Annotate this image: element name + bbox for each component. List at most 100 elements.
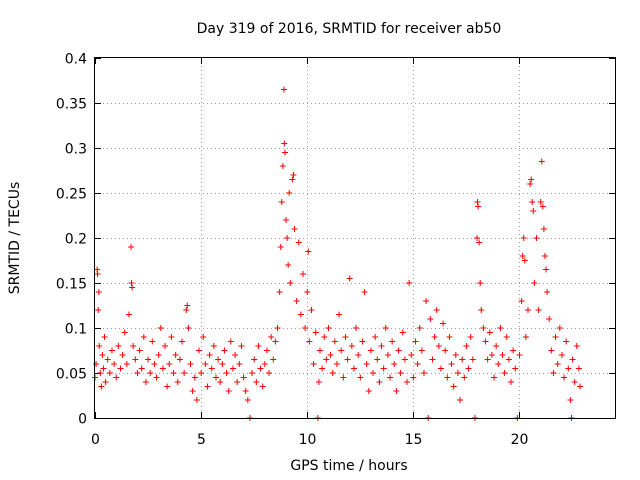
data-point [416, 325, 423, 331]
data-point [138, 365, 145, 372]
data-point [348, 343, 355, 349]
data-point [295, 239, 302, 246]
data-point [475, 203, 482, 210]
data-point [305, 248, 312, 255]
data-point [168, 334, 175, 340]
data-point [474, 199, 481, 205]
y-tick-label: 0.25 [56, 187, 87, 203]
data-point [95, 307, 102, 313]
y-tick-label: 0.4 [65, 52, 87, 68]
data-point [166, 361, 173, 367]
data-point [327, 352, 334, 358]
data-point [99, 352, 106, 358]
data-point [198, 370, 205, 376]
data-point [527, 181, 534, 187]
y-tick-label: 0.3 [65, 142, 87, 158]
data-point [469, 356, 476, 363]
data-point [519, 253, 526, 259]
data-point [259, 383, 266, 390]
data-point [108, 347, 115, 354]
data-point [365, 388, 372, 394]
data-point [346, 275, 353, 282]
data-point [576, 383, 583, 390]
data-point [573, 343, 580, 349]
data-point [283, 217, 290, 223]
data-point [115, 343, 122, 349]
data-point [544, 289, 551, 295]
data-point [97, 370, 104, 376]
data-point [274, 325, 281, 331]
data-point [193, 397, 200, 403]
data-point [204, 383, 211, 390]
data-point [240, 374, 247, 381]
data-point [488, 352, 495, 358]
y-tick-label: 0 [78, 412, 87, 428]
data-point [503, 334, 510, 340]
data-point [128, 280, 135, 286]
data-point [238, 343, 245, 349]
data-point [261, 361, 268, 367]
data-point [315, 379, 322, 385]
data-point [418, 347, 425, 354]
data-point [372, 334, 379, 340]
data-point [359, 338, 366, 345]
data-point [454, 370, 461, 376]
data-point [521, 257, 528, 264]
data-point [420, 370, 427, 376]
data-point [95, 289, 102, 295]
data-point [395, 347, 402, 354]
data-point [302, 325, 309, 331]
data-point [145, 356, 152, 363]
data-point [477, 280, 484, 286]
data-point [370, 370, 377, 376]
data-point [484, 356, 491, 363]
data-point [104, 356, 111, 363]
data-point [387, 374, 394, 381]
data-point [185, 325, 192, 331]
data-point [129, 284, 136, 291]
x-tick-label: 10 [299, 432, 317, 448]
data-point [537, 199, 544, 205]
data-point [210, 343, 217, 349]
data-point [433, 307, 440, 313]
data-point [249, 370, 256, 376]
data-point [285, 262, 292, 268]
data-point [202, 361, 209, 367]
data-point [478, 307, 485, 313]
chart-title: Day 319 of 2016, SRMTID for receiver ab5… [197, 21, 502, 37]
data-point [157, 325, 164, 331]
data-point [279, 163, 286, 169]
data-point [119, 352, 126, 358]
data-point [136, 347, 143, 354]
data-point [147, 370, 154, 376]
data-point [350, 365, 357, 372]
data-point [465, 365, 472, 372]
data-point [200, 334, 207, 340]
data-point [408, 352, 415, 358]
y-axis-label: SRMTID / TECUs [7, 182, 23, 295]
data-point [333, 361, 340, 367]
data-point [556, 325, 563, 331]
data-point [277, 244, 284, 250]
data-point [414, 361, 421, 367]
data-point [304, 289, 311, 295]
y-tick-label: 0.1 [65, 322, 87, 338]
data-point [467, 334, 474, 340]
data-point [520, 235, 527, 241]
data-point [170, 370, 177, 376]
data-point [229, 365, 236, 372]
data-point [100, 365, 107, 372]
data-point [219, 361, 226, 367]
data-point [491, 374, 498, 381]
data-point [516, 352, 523, 358]
data-point [181, 370, 188, 376]
data-point [196, 347, 202, 354]
data-point [561, 374, 568, 381]
data-point [493, 343, 500, 349]
data-point [223, 370, 230, 376]
data-point [567, 397, 574, 403]
data-point [546, 316, 553, 322]
data-point [272, 338, 279, 345]
data-point [446, 334, 453, 340]
